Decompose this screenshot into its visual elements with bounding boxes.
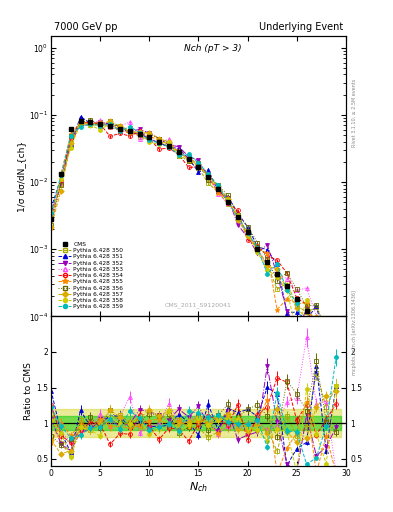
X-axis label: $N_{ch}$: $N_{ch}$ xyxy=(189,480,208,494)
Text: 7000 GeV pp: 7000 GeV pp xyxy=(54,22,118,32)
Legend: CMS, Pythia 6.428 350, Pythia 6.428 351, Pythia 6.428 352, Pythia 6.428 353, Pyt: CMS, Pythia 6.428 350, Pythia 6.428 351,… xyxy=(57,241,125,311)
Text: Rivet 3.1.10, ≥ 2.5M events: Rivet 3.1.10, ≥ 2.5M events xyxy=(352,78,357,147)
Text: CMS_2011_S9120041: CMS_2011_S9120041 xyxy=(165,302,232,308)
Y-axis label: 1/σ dσ/dN_{ch}: 1/σ dσ/dN_{ch} xyxy=(17,140,26,211)
Text: Nch (pT > 3): Nch (pT > 3) xyxy=(184,44,242,53)
Text: Underlying Event: Underlying Event xyxy=(259,22,343,32)
Y-axis label: Ratio to CMS: Ratio to CMS xyxy=(24,362,33,420)
Text: mcplots.cern.ch [arXiv:1306.3436]: mcplots.cern.ch [arXiv:1306.3436] xyxy=(352,290,357,375)
